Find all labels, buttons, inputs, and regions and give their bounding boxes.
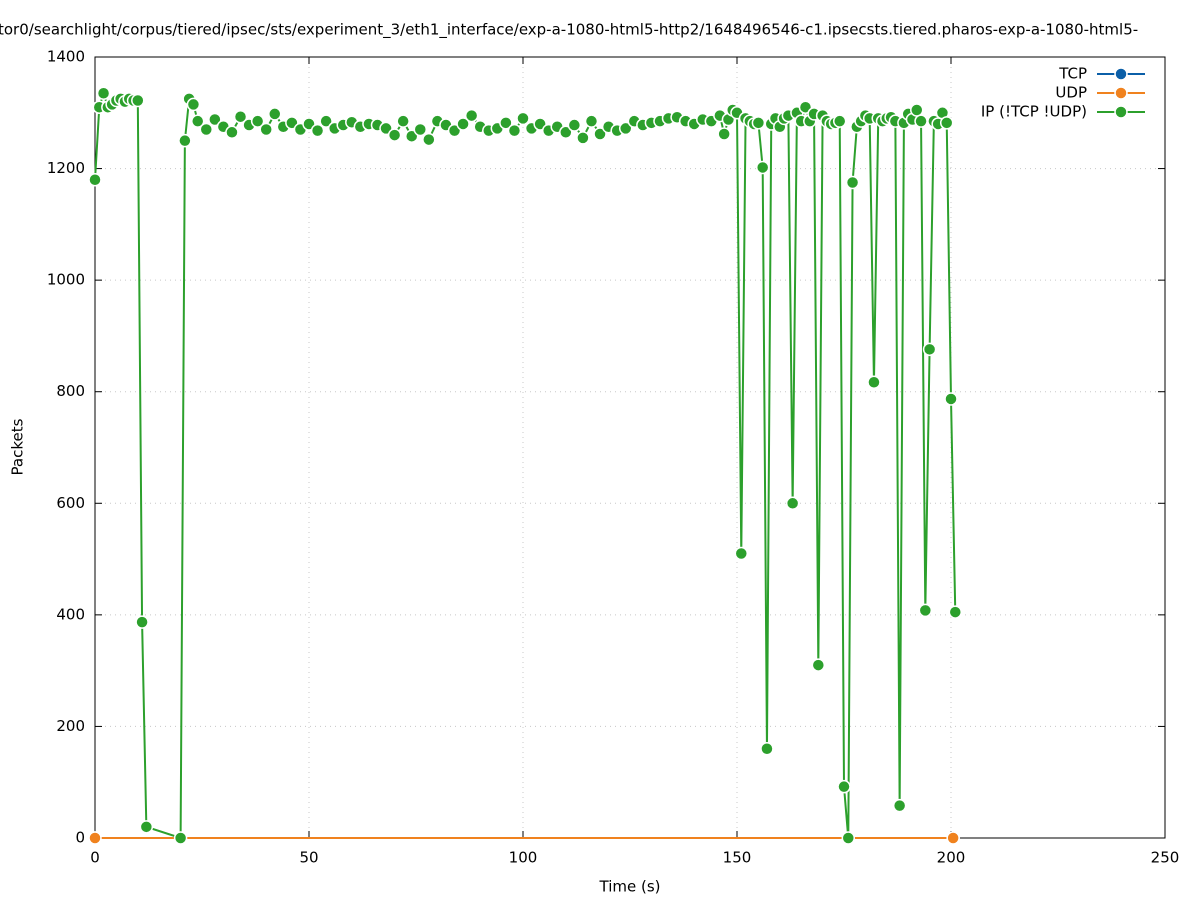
data-point [396, 114, 410, 128]
data-point [507, 123, 522, 138]
data-point [387, 128, 402, 142]
data-point [173, 831, 188, 845]
data-point [96, 86, 111, 101]
data-point [208, 112, 222, 127]
data-point [464, 108, 479, 123]
data-point [948, 605, 963, 619]
data-point [914, 114, 928, 128]
y-tick-label: 600 [56, 494, 85, 512]
data-point [734, 546, 749, 561]
x-tick-label: 150 [723, 849, 752, 867]
data-point [178, 133, 192, 148]
data-point [268, 107, 282, 121]
legend-marker [1114, 67, 1128, 81]
legend-label: UDP [1055, 84, 1087, 102]
x-tick-label: 200 [937, 849, 966, 867]
data-point [922, 342, 937, 357]
data-point [456, 117, 470, 131]
y-tick-label: 400 [56, 605, 85, 623]
data-point [199, 122, 214, 137]
legend-label: IP (!TCP !UDP) [981, 103, 1087, 121]
data-point [186, 97, 201, 112]
plot-frame [94, 56, 1166, 839]
data-point [310, 123, 325, 138]
data-point [567, 118, 582, 132]
data-point [946, 831, 960, 845]
x-tick-label: 100 [509, 849, 538, 867]
data-point [785, 496, 800, 511]
data-point [516, 111, 530, 126]
data-point [250, 114, 265, 128]
data-point [319, 114, 333, 128]
data-point [837, 779, 851, 794]
data-point [190, 114, 205, 128]
data-point [841, 831, 856, 845]
data-point [576, 131, 590, 145]
x-tick-label: 0 [90, 849, 100, 867]
data-point [892, 798, 907, 813]
data-point [717, 127, 731, 141]
data-point [225, 125, 239, 140]
x-tick-label: 50 [299, 849, 318, 867]
data-point [413, 122, 428, 137]
data-point [135, 615, 149, 629]
y-tick-label: 800 [56, 382, 85, 400]
data-point [618, 121, 633, 136]
data-point [499, 116, 513, 130]
data-point [867, 375, 881, 389]
y-tick-label: 1000 [47, 271, 85, 289]
data-point [760, 741, 774, 756]
data-point [422, 132, 436, 147]
data-point [584, 114, 599, 128]
chart-title: tor0/searchlight/corpus/tiered/ipsec/sts… [0, 21, 1138, 40]
x-axis-label: Time (s) [599, 878, 661, 896]
data-point [944, 392, 958, 406]
legend-marker [1114, 86, 1128, 100]
data-point [918, 603, 933, 618]
legend-label: TCP [1058, 65, 1087, 83]
y-tick-label: 0 [75, 829, 85, 847]
data-point [832, 114, 847, 128]
y-tick-label: 1400 [47, 48, 85, 66]
data-point [593, 127, 607, 141]
data-point [259, 122, 273, 137]
data-point [755, 160, 770, 175]
data-point [139, 820, 154, 834]
y-axis-label: Packets [9, 418, 27, 475]
data-point [910, 103, 924, 117]
data-point [88, 172, 102, 187]
data-point [811, 658, 826, 672]
data-point [939, 116, 954, 130]
y-tick-label: 200 [56, 717, 85, 735]
data-point [88, 831, 102, 845]
x-tick-label: 250 [1151, 849, 1180, 867]
data-point [751, 116, 766, 130]
legend-marker [1114, 105, 1128, 119]
data-point [845, 175, 860, 190]
y-tick-label: 1200 [47, 159, 85, 177]
data-point [559, 125, 573, 140]
data-point [233, 109, 248, 124]
data-point [131, 93, 145, 108]
